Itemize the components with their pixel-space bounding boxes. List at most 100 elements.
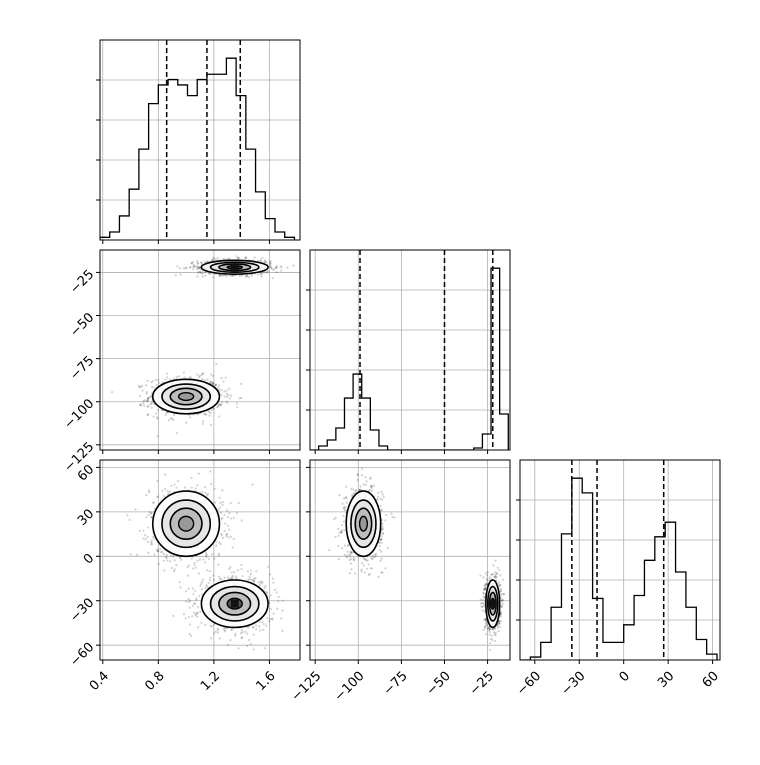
sample-point [384, 567, 386, 569]
sample-point [202, 558, 204, 560]
sample-point [361, 474, 363, 476]
sample-point [226, 389, 228, 391]
sample-point [212, 574, 214, 576]
sample-point [261, 581, 263, 583]
sample-point [213, 579, 215, 581]
sample-point [169, 378, 171, 380]
sample-point [218, 541, 220, 543]
sample-point [380, 491, 382, 493]
sample-point [378, 576, 380, 578]
sample-point [277, 600, 279, 602]
sample-point [189, 633, 191, 635]
sample-point [219, 637, 221, 639]
sample-point [152, 536, 154, 538]
sample-point [280, 617, 282, 619]
sample-point [380, 535, 382, 537]
sample-point [379, 498, 381, 500]
sample-point [126, 514, 128, 516]
sample-point [262, 629, 264, 631]
sample-point [166, 559, 168, 561]
sample-point [147, 541, 149, 543]
sample-point [280, 269, 282, 271]
sample-point [381, 571, 383, 573]
sample-point [209, 579, 211, 581]
sample-point [232, 546, 234, 548]
sample-point [172, 615, 174, 617]
sample-point [491, 639, 493, 641]
sample-point [209, 570, 211, 572]
sample-point [495, 571, 497, 573]
sample-point [197, 626, 199, 628]
sample-point [497, 567, 499, 569]
sample-point [191, 557, 193, 559]
sample-point [270, 266, 272, 268]
sample-point [385, 514, 387, 516]
sample-point [145, 494, 147, 496]
sample-point [219, 275, 221, 277]
sample-point [175, 564, 177, 566]
sample-point [354, 490, 356, 492]
sample-point [240, 564, 242, 566]
sample-point [170, 485, 172, 487]
sample-point [268, 620, 270, 622]
sample-point [153, 501, 155, 503]
sample-point [242, 575, 244, 577]
sample-point [209, 470, 211, 472]
sample-point [226, 509, 228, 511]
sample-point [180, 559, 182, 561]
sample-point [202, 420, 204, 422]
sample-point [228, 529, 230, 531]
density-peak [231, 600, 239, 608]
sample-point [266, 617, 268, 619]
sample-point [276, 591, 278, 593]
sample-point [217, 387, 219, 389]
panel-content [310, 250, 510, 450]
sample-point [221, 401, 223, 403]
sample-point [227, 644, 229, 646]
sample-point [142, 537, 144, 539]
panel-frame [100, 250, 300, 450]
sample-point [253, 578, 255, 580]
sample-point [153, 553, 155, 555]
sample-point [260, 275, 262, 277]
sample-point [196, 275, 198, 277]
sample-point [204, 274, 206, 276]
sample-point [173, 570, 175, 572]
sample-point [164, 473, 166, 475]
sample-point [196, 560, 198, 562]
sample-point [224, 630, 226, 632]
sample-point [240, 632, 242, 634]
sample-point [248, 639, 250, 641]
sample-point [191, 615, 193, 617]
sample-point [250, 578, 252, 580]
sample-point [350, 568, 352, 570]
sample-point [157, 409, 159, 411]
sample-point [157, 550, 159, 552]
sample-point [338, 494, 340, 496]
sample-point [227, 576, 229, 578]
sample-point [488, 634, 490, 636]
sample-point [499, 626, 501, 628]
sample-point [205, 413, 207, 415]
sample-point [136, 554, 138, 556]
sample-point [202, 491, 204, 493]
histogram-p1 [310, 268, 508, 450]
sample-point [259, 584, 261, 586]
sample-point [354, 572, 356, 574]
sample-point [153, 415, 155, 417]
sample-point [172, 419, 174, 421]
sample-point [272, 277, 274, 279]
sample-point [258, 581, 260, 583]
sample-point [494, 560, 496, 562]
sample-point [261, 257, 263, 259]
sample-point [220, 533, 222, 535]
sample-point [380, 557, 382, 559]
sample-point [264, 259, 266, 261]
sample-point [185, 422, 187, 424]
sample-point [149, 403, 151, 405]
sample-point [384, 519, 386, 521]
sample-point [227, 516, 229, 518]
sample-point [165, 414, 167, 416]
sample-point [213, 257, 215, 259]
sample-point [210, 380, 212, 382]
